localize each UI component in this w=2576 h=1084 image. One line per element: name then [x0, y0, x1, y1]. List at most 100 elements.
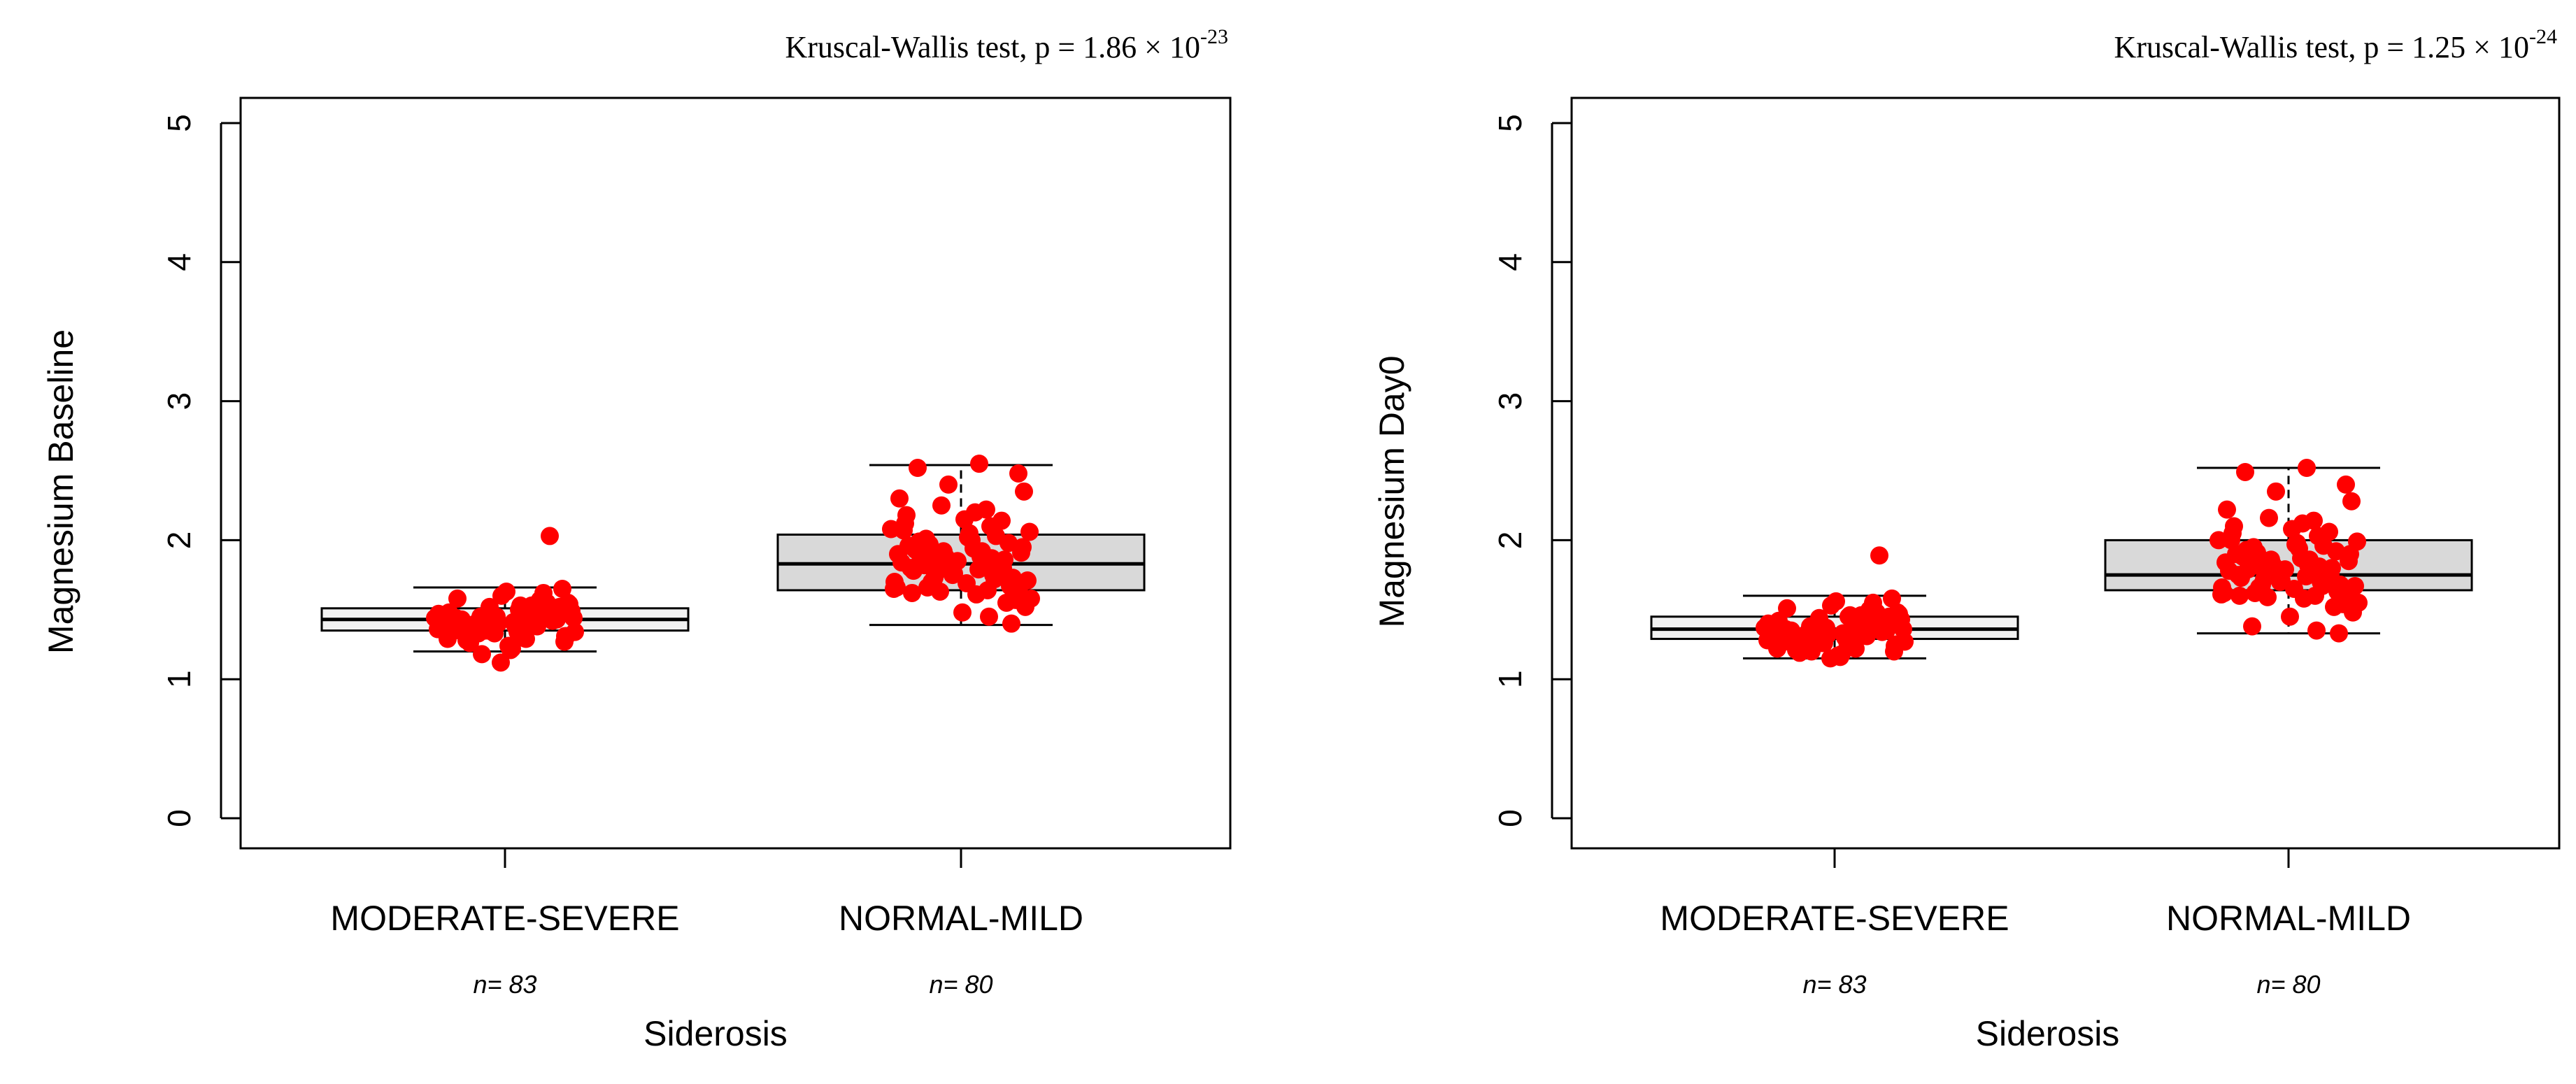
- data-point: [999, 534, 1018, 552]
- data-point: [897, 506, 916, 525]
- data-point: [1009, 464, 1027, 483]
- data-point: [524, 614, 542, 633]
- data-point: [939, 475, 958, 494]
- data-point: [1020, 522, 1039, 541]
- data-point: [503, 639, 521, 658]
- data-point: [497, 582, 515, 601]
- data-point: [2342, 492, 2361, 511]
- data-point: [955, 510, 974, 529]
- y-tick-label: 5: [1492, 114, 1528, 132]
- data-point: [2230, 586, 2249, 605]
- data-point: [2334, 594, 2352, 613]
- x-axis-title: Siderosis: [643, 1014, 788, 1053]
- x-axis-title: Siderosis: [1976, 1014, 2120, 1053]
- data-point: [2239, 560, 2257, 579]
- category-label: MODERATE-SEVERE: [330, 899, 679, 938]
- data-point: [2243, 617, 2261, 636]
- data-point: [2215, 583, 2233, 602]
- data-point: [2330, 624, 2348, 643]
- data-point: [1894, 620, 1912, 639]
- data-point: [1827, 592, 1845, 611]
- points-1: [426, 527, 584, 672]
- data-point: [2222, 531, 2240, 550]
- chart-panel-1: 0 1 2 3 4 5 Magnesium Baseline MODERATE-SEVERE n…: [41, 25, 1232, 1053]
- data-point: [2209, 531, 2228, 550]
- data-point: [2348, 532, 2366, 551]
- data-point: [1821, 649, 1840, 668]
- data-point: [967, 585, 985, 604]
- y-tick-label: 4: [1492, 253, 1528, 271]
- data-point: [1844, 608, 1862, 627]
- data-point: [934, 542, 953, 561]
- data-point: [1006, 590, 1025, 609]
- y-tick-label: 2: [1492, 532, 1528, 550]
- y-tick-label: 2: [161, 532, 197, 550]
- data-point: [2225, 517, 2243, 536]
- data-point: [953, 603, 972, 622]
- data-point: [980, 607, 998, 626]
- data-point: [1853, 625, 1872, 644]
- data-point: [2286, 535, 2305, 554]
- data-point: [890, 489, 909, 508]
- data-point: [2260, 508, 2278, 527]
- n-label: n= 83: [1802, 970, 1866, 999]
- data-point: [514, 600, 532, 619]
- y-tick-label: 3: [161, 392, 197, 411]
- data-point: [1015, 482, 1033, 501]
- data-point: [2310, 557, 2328, 576]
- data-point: [2298, 459, 2316, 478]
- points-1: [1756, 546, 1914, 668]
- y-tick-label: 0: [161, 809, 197, 827]
- data-point: [2320, 522, 2338, 541]
- data-point: [2281, 607, 2299, 626]
- data-point: [559, 593, 577, 612]
- y-axis-title: Magnesium Baseline: [41, 329, 80, 654]
- data-point: [448, 589, 467, 608]
- data-point: [917, 529, 935, 548]
- points-2: [2209, 459, 2368, 643]
- data-point: [2236, 462, 2254, 481]
- data-point: [2346, 577, 2364, 596]
- data-point: [983, 549, 1001, 568]
- data-point: [553, 579, 571, 598]
- data-point: [2262, 550, 2280, 569]
- y-tick-label: 3: [1492, 392, 1528, 411]
- category-label: NORMAL-MILD: [839, 899, 1083, 938]
- data-point: [2337, 475, 2355, 494]
- data-point: [564, 608, 583, 627]
- y-tick-label: 1: [161, 670, 197, 688]
- data-point: [1802, 642, 1821, 661]
- data-point: [2271, 573, 2289, 592]
- data-point: [439, 629, 457, 648]
- data-point: [1876, 611, 1894, 630]
- n-label: n= 80: [2256, 970, 2320, 999]
- data-point: [970, 455, 988, 473]
- y-tick-label: 1: [1492, 670, 1528, 688]
- data-point: [992, 511, 1011, 530]
- data-point: [944, 566, 962, 585]
- data-point: [888, 578, 906, 597]
- chart-panel-2: 0 1 2 3 4 5 Magnesium Day0 MODERATE-SEVERE n= 83…: [1372, 25, 2561, 1053]
- data-point: [1018, 571, 1037, 590]
- data-point: [2244, 538, 2263, 557]
- data-point: [2253, 576, 2271, 594]
- data-point: [2305, 511, 2323, 530]
- test-label: Kruscal-Wallis test, p = 1.25 × 10-24: [2114, 25, 2557, 64]
- data-point: [2327, 542, 2345, 561]
- data-point: [1870, 546, 1888, 565]
- points-2: [882, 455, 1040, 633]
- data-point: [432, 615, 450, 634]
- data-point: [903, 583, 921, 602]
- data-point: [453, 610, 471, 629]
- data-point: [1864, 593, 1882, 612]
- box-2: [776, 464, 1146, 627]
- data-point: [483, 622, 501, 641]
- data-point: [959, 528, 977, 547]
- data-point: [977, 500, 995, 519]
- data-point: [909, 459, 927, 478]
- data-point: [988, 563, 1006, 582]
- data-point: [1761, 627, 1779, 646]
- data-point: [895, 521, 913, 540]
- data-point: [2283, 520, 2301, 539]
